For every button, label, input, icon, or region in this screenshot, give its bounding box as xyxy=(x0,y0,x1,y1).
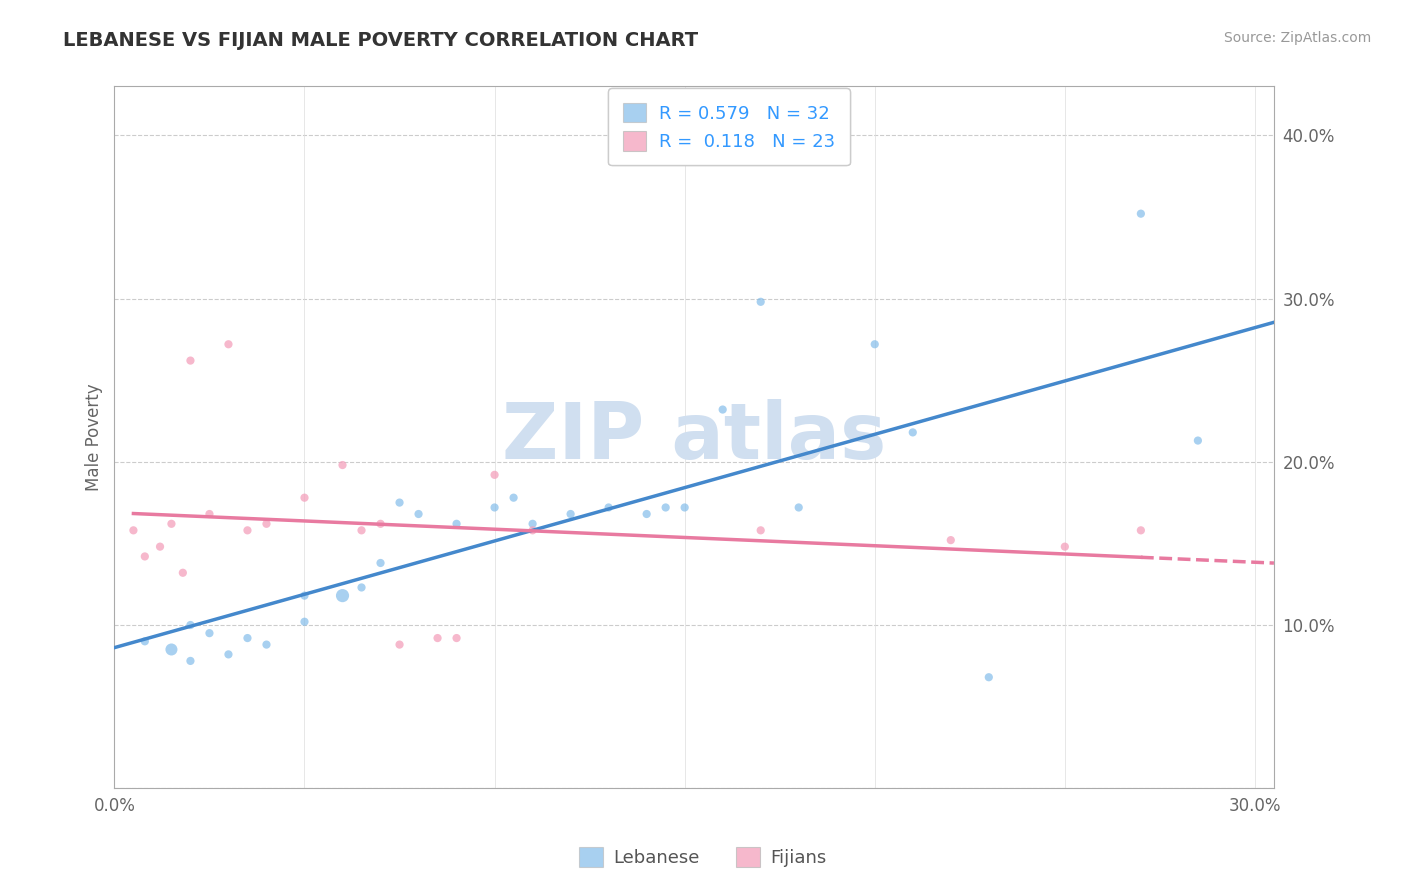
Point xyxy=(217,337,239,351)
Point xyxy=(388,495,411,509)
Point xyxy=(198,626,221,640)
Text: LEBANESE VS FIJIAN MALE POVERTY CORRELATION CHART: LEBANESE VS FIJIAN MALE POVERTY CORRELAT… xyxy=(63,31,699,50)
Point xyxy=(502,491,524,505)
Point xyxy=(484,500,506,515)
Point xyxy=(294,491,316,505)
Point xyxy=(426,631,449,645)
Point xyxy=(939,533,962,548)
Point xyxy=(901,425,924,440)
Point xyxy=(484,467,506,482)
Point xyxy=(160,642,183,657)
Point xyxy=(134,634,156,648)
Point xyxy=(522,524,544,538)
Point xyxy=(134,549,156,564)
Point xyxy=(787,500,810,515)
Point xyxy=(560,507,582,521)
Point xyxy=(749,524,772,538)
Y-axis label: Male Poverty: Male Poverty xyxy=(86,384,103,491)
Point xyxy=(1129,207,1152,221)
Point xyxy=(350,581,373,595)
Point xyxy=(408,507,430,521)
Point xyxy=(179,618,201,632)
Point xyxy=(673,500,696,515)
Legend: R = 0.579   N = 32, R =  0.118   N = 23: R = 0.579 N = 32, R = 0.118 N = 23 xyxy=(609,88,849,165)
Point xyxy=(711,402,734,417)
Text: ZIP atlas: ZIP atlas xyxy=(502,400,886,475)
Point xyxy=(122,524,145,538)
Point xyxy=(446,631,468,645)
Point xyxy=(749,294,772,309)
Point xyxy=(236,524,259,538)
Point xyxy=(598,500,620,515)
Point xyxy=(179,353,201,368)
Point xyxy=(332,589,354,603)
Point xyxy=(446,516,468,531)
Point xyxy=(256,516,278,531)
Point xyxy=(388,638,411,652)
Point xyxy=(179,654,201,668)
Point xyxy=(149,540,172,554)
Text: Source: ZipAtlas.com: Source: ZipAtlas.com xyxy=(1223,31,1371,45)
Point xyxy=(198,507,221,521)
Point xyxy=(236,631,259,645)
Point xyxy=(1129,524,1152,538)
Point xyxy=(256,638,278,652)
Point xyxy=(160,516,183,531)
Point xyxy=(350,524,373,538)
Point xyxy=(977,670,1000,684)
Point xyxy=(1053,540,1076,554)
Point xyxy=(217,648,239,662)
Point xyxy=(172,566,194,580)
Point xyxy=(294,615,316,629)
Point xyxy=(863,337,886,351)
Point xyxy=(636,507,658,521)
Point xyxy=(370,556,392,570)
Point xyxy=(370,516,392,531)
Point xyxy=(654,500,676,515)
Legend: Lebanese, Fijians: Lebanese, Fijians xyxy=(572,839,834,874)
Point xyxy=(1187,434,1209,448)
Point xyxy=(294,589,316,603)
Point xyxy=(332,458,354,472)
Point xyxy=(522,516,544,531)
